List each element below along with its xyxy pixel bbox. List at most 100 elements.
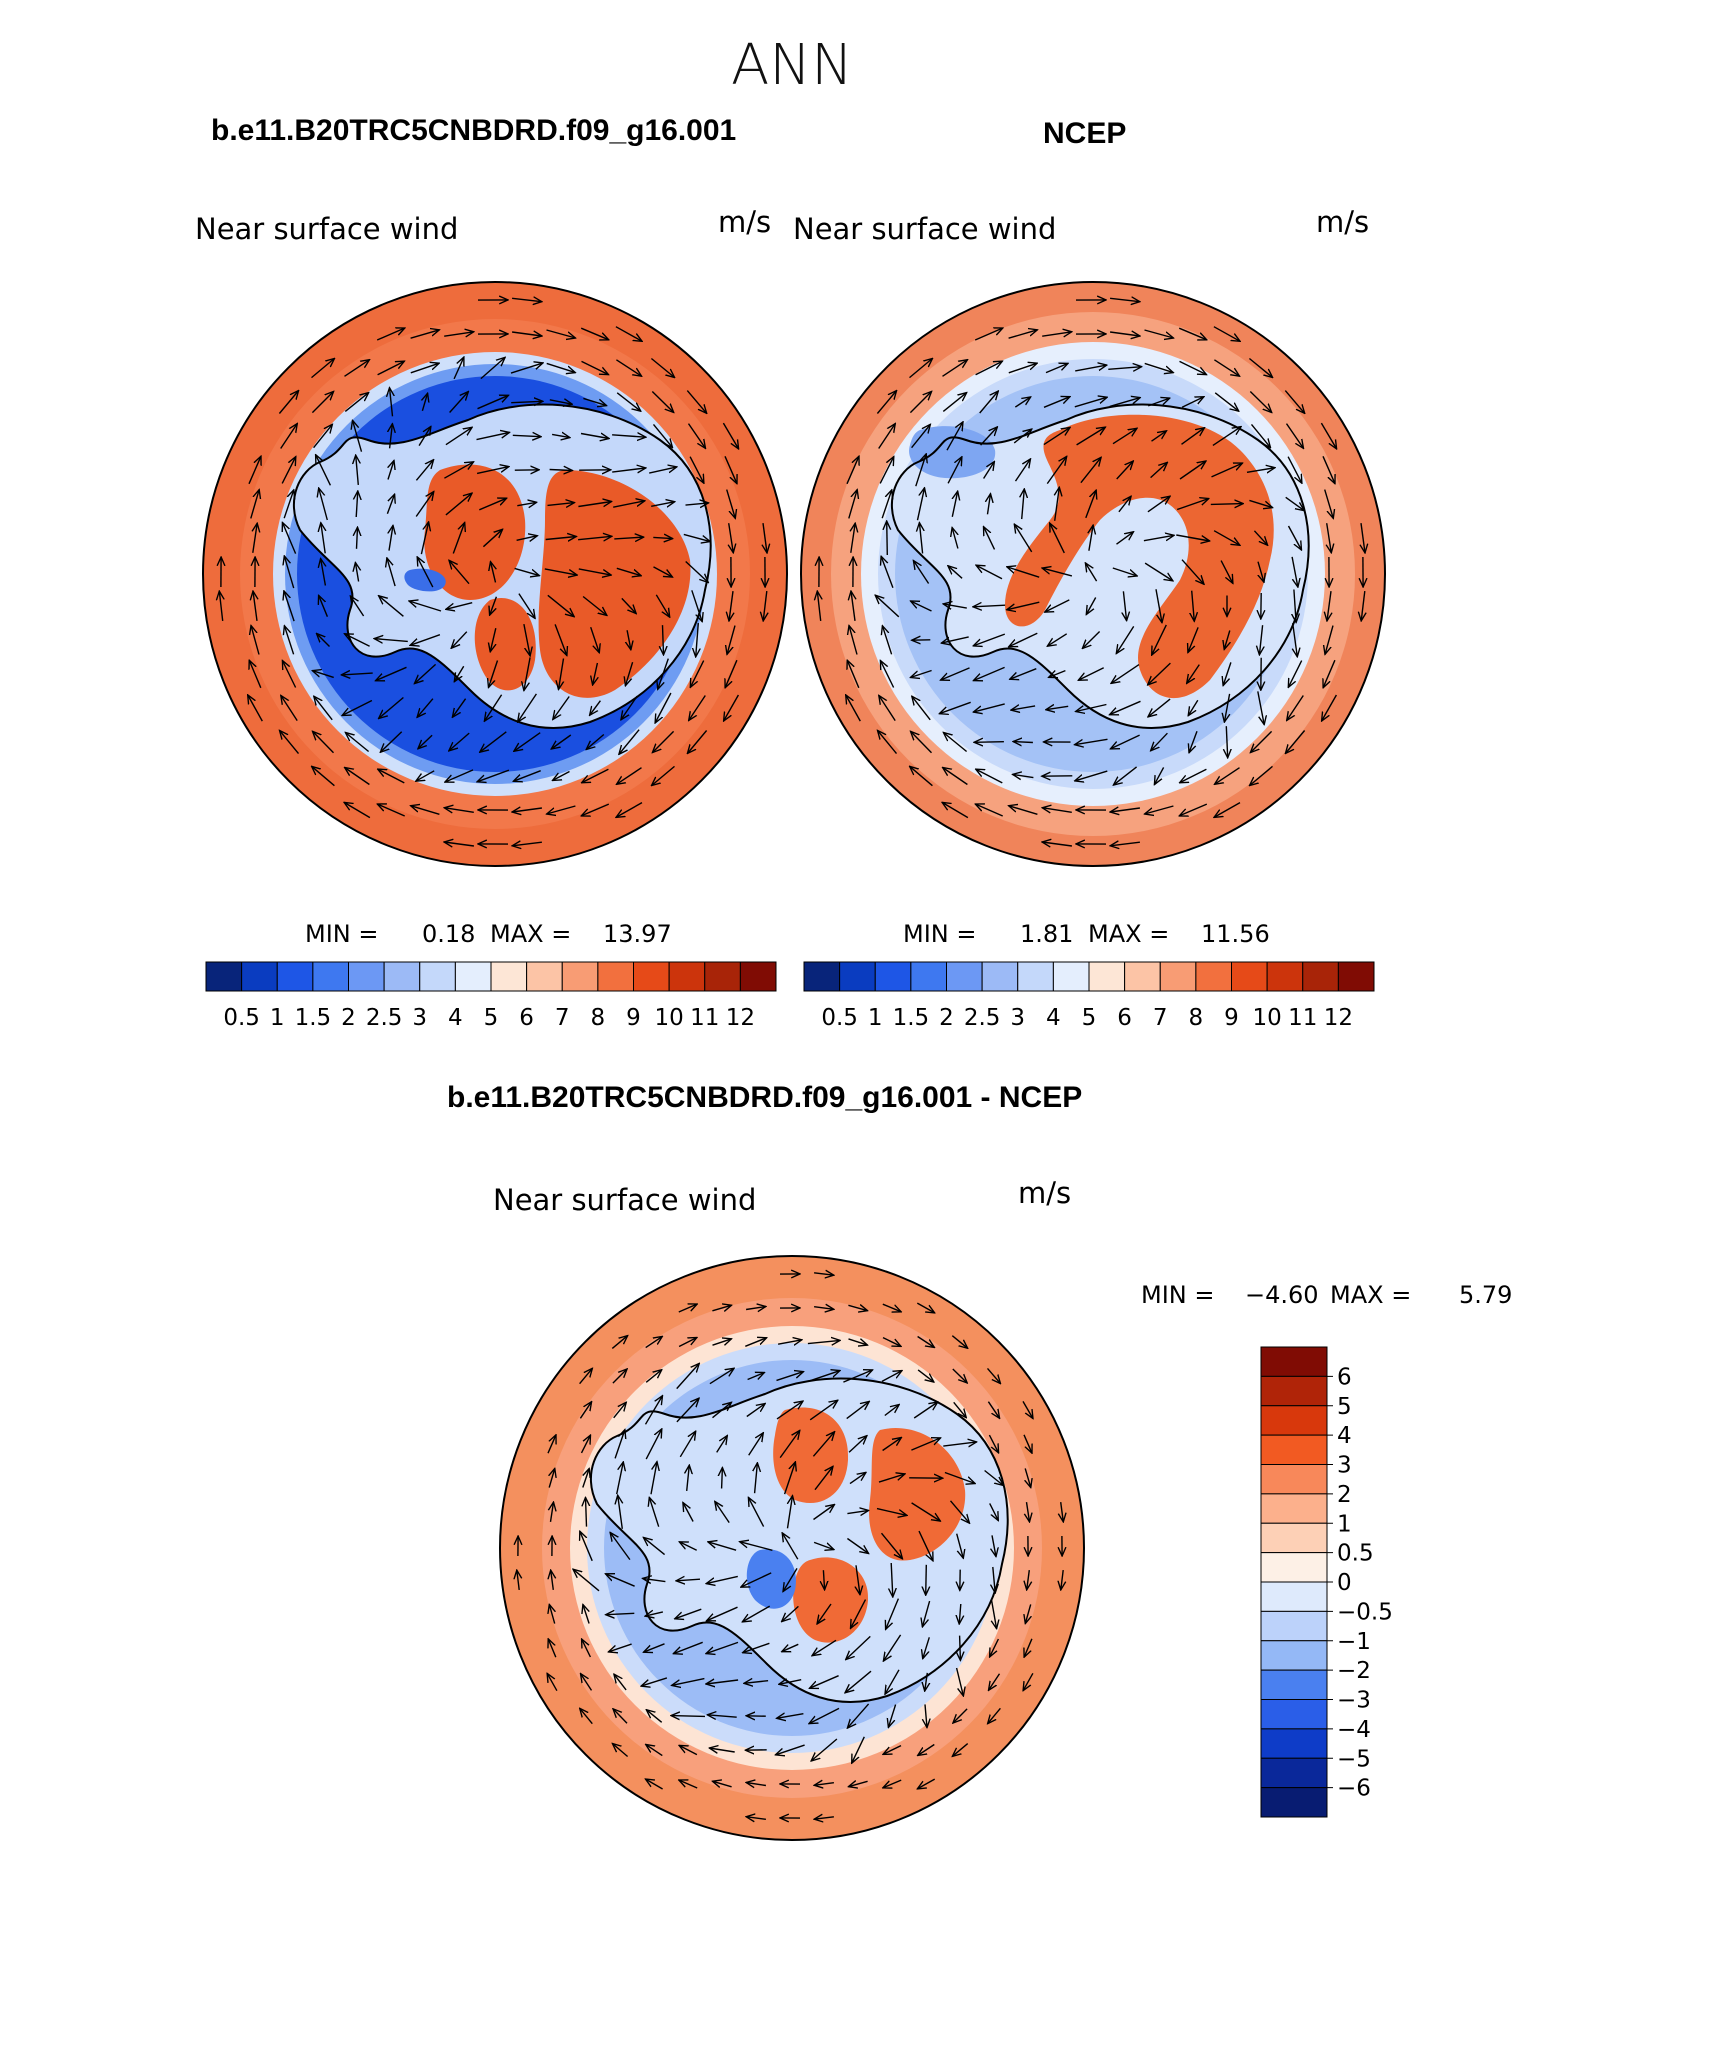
wind-arrow xyxy=(849,626,858,655)
wind-vectors xyxy=(517,1273,1064,1820)
panel-obs: NCEP Near surface wind m/s MIN = 1.81 MA… xyxy=(793,117,1386,1031)
wind-arrow xyxy=(709,1748,735,1752)
wind-arrow xyxy=(814,1307,834,1310)
wind-arrow xyxy=(377,804,405,817)
wind-arrow xyxy=(724,456,737,483)
wind-arrow xyxy=(518,593,535,619)
wind-arrow xyxy=(1246,468,1275,473)
wind-arrow xyxy=(707,1606,738,1621)
wind-arrow xyxy=(788,1496,793,1529)
wind-arrow xyxy=(671,1716,706,1717)
wind-arrow xyxy=(882,1336,901,1347)
wind-arrow xyxy=(281,695,298,721)
colorbar-swatch xyxy=(874,961,912,992)
map-boundary xyxy=(800,281,1386,867)
wind-arrow xyxy=(1214,392,1239,411)
wind-arrow xyxy=(517,502,536,505)
wind-arrow xyxy=(879,695,896,721)
wind-arrow xyxy=(616,359,641,376)
wind-arrow xyxy=(976,769,1003,784)
wind-arrow xyxy=(1212,427,1241,446)
wind-arrow xyxy=(653,566,673,577)
colorbar-tick-label: 1 xyxy=(868,1005,883,1031)
wind-arrow xyxy=(582,595,607,616)
wind-arrow xyxy=(1150,462,1168,479)
wind-arrow xyxy=(848,490,857,519)
wind-arrow xyxy=(480,357,505,380)
colorbar-tick-label: 9 xyxy=(626,1005,641,1031)
colorbar-swatch xyxy=(561,961,599,992)
wind-arrow xyxy=(843,1370,872,1383)
wind-arrow xyxy=(653,537,672,538)
wind-arrow xyxy=(281,457,296,484)
wind-arrow xyxy=(952,1743,969,1757)
wind-arrow xyxy=(278,391,298,414)
colorbar-tick-label: 3 xyxy=(1010,1005,1025,1031)
wind-arrow xyxy=(1327,591,1331,621)
wind-arrow xyxy=(939,701,971,713)
map-boundary xyxy=(499,1255,1085,1841)
wind-arrow xyxy=(490,628,496,652)
wind-arrow xyxy=(942,802,969,819)
colorbar-swatch xyxy=(1195,961,1232,992)
wind-arrow xyxy=(616,801,643,818)
wind-arrow xyxy=(578,536,612,539)
colorbar-swatch xyxy=(419,961,456,992)
wind-arrow xyxy=(925,1704,927,1727)
wind-arrow xyxy=(876,391,896,414)
colorbar-swatch xyxy=(1260,1434,1328,1465)
wind-arrow xyxy=(663,625,664,655)
wind-arrow xyxy=(1025,1604,1030,1623)
wind-arrow xyxy=(449,732,470,751)
wind-arrow xyxy=(312,671,334,679)
wind-arrow xyxy=(580,434,609,439)
min-value: 1.81 xyxy=(1020,920,1073,948)
wind-arrow xyxy=(651,391,673,413)
wind-arrow xyxy=(1013,742,1033,743)
colorbar-tick-label: 0.5 xyxy=(223,1005,260,1031)
wind-arrow xyxy=(420,522,428,555)
wind-arrow xyxy=(1112,428,1137,445)
coastline xyxy=(589,1377,1009,1703)
wind-arrow xyxy=(378,769,405,784)
wind-arrow xyxy=(614,1674,627,1691)
wind-arrow xyxy=(1110,332,1140,336)
wind-arrow xyxy=(882,1303,901,1312)
wind-arrow xyxy=(1322,694,1338,721)
wind-arrow xyxy=(1075,738,1108,744)
wind-arrow xyxy=(651,502,675,507)
wind-arrow xyxy=(678,1304,697,1313)
wind-arrow xyxy=(973,703,1005,712)
wind-arrow xyxy=(943,768,968,786)
wind-arrow xyxy=(845,1670,872,1693)
wind-arrow xyxy=(1211,463,1243,478)
wind-arrow xyxy=(643,1537,666,1556)
colorbar-swatch xyxy=(490,961,528,992)
wind-arrow xyxy=(813,1541,834,1549)
wind-arrow xyxy=(250,490,259,519)
wind-arrow xyxy=(1259,625,1262,655)
wind-arrow xyxy=(650,1462,657,1495)
wind-arrow xyxy=(479,498,506,511)
wind-arrow xyxy=(777,1340,802,1344)
wind-arrow xyxy=(956,1533,964,1559)
wind-arrow xyxy=(314,696,333,721)
wind-arrow xyxy=(696,623,699,657)
wind-arrow xyxy=(1210,504,1243,505)
colorbar-swatch xyxy=(1260,1640,1328,1671)
wind-arrow xyxy=(453,357,464,380)
wind-arrow xyxy=(685,560,709,583)
wind-arrow xyxy=(344,393,368,412)
wind-arrow xyxy=(410,634,441,646)
max-label: MAX = xyxy=(1088,920,1169,948)
colorbar-swatch xyxy=(1260,1699,1328,1730)
wind-arrow xyxy=(418,734,433,749)
wind-arrow xyxy=(581,803,610,816)
wind-arrow xyxy=(987,1401,999,1419)
colorbar-tick-label: 8 xyxy=(1189,1005,1204,1031)
wind-arrow xyxy=(886,1598,900,1630)
wind-arrow xyxy=(1043,397,1070,408)
wind-arrow xyxy=(581,360,609,374)
wind-arrow xyxy=(1224,630,1230,650)
